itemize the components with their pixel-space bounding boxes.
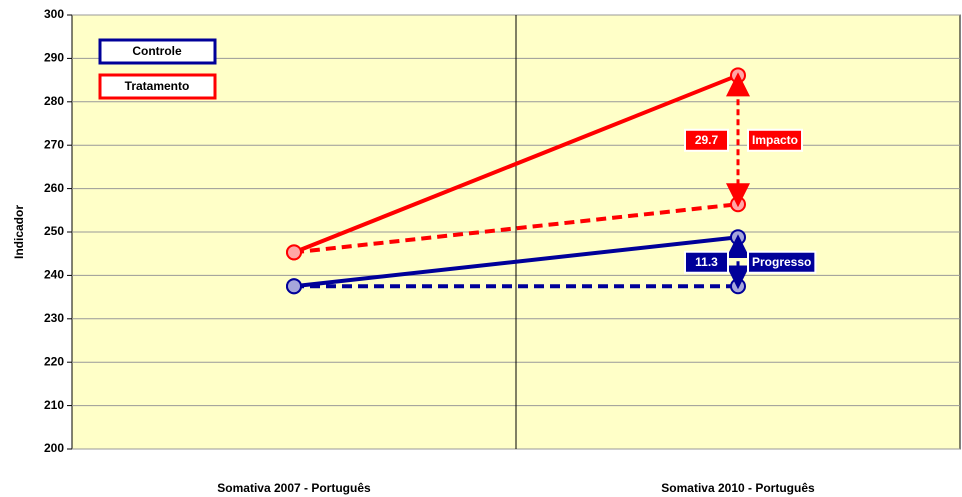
y-tick-label: 210 xyxy=(44,398,64,412)
marker xyxy=(730,229,746,246)
y-tick-label: 280 xyxy=(44,94,64,108)
x-tick-label: Somativa 2007 - Português xyxy=(217,481,371,495)
annotation-value: 29.7 xyxy=(695,133,719,147)
dashed-line xyxy=(293,202,739,255)
marker xyxy=(286,244,302,261)
marker-bg xyxy=(287,279,301,294)
annotation-value-box xyxy=(684,128,729,152)
marker xyxy=(730,67,746,84)
y-tick-label: 250 xyxy=(44,224,64,238)
annotation-value: 11.3 xyxy=(695,255,718,269)
y-tick-label: 300 xyxy=(44,7,64,21)
marker xyxy=(286,278,302,295)
series-line xyxy=(293,235,739,289)
legend-label: Tratamento xyxy=(125,79,190,93)
marker-bg xyxy=(287,245,301,260)
annotation-value-box xyxy=(684,250,729,274)
x-tick-label: Somativa 2010 - Português xyxy=(661,481,815,495)
y-tick-label: 230 xyxy=(44,311,64,325)
y-tick-label: 200 xyxy=(44,441,64,455)
series-line xyxy=(293,73,739,255)
y-tick-label: 260 xyxy=(44,181,64,195)
legend-box xyxy=(98,73,217,100)
marker xyxy=(730,278,746,295)
y-tick-label: 270 xyxy=(44,137,64,151)
y-axis-label: Indicador xyxy=(12,205,26,259)
y-tick-label: 290 xyxy=(44,51,64,65)
annotation-label: Progresso xyxy=(752,255,811,269)
legend-label: Controle xyxy=(132,44,182,58)
annotation-label-box xyxy=(747,250,817,274)
annotation-label: Impacto xyxy=(752,133,798,147)
annotation-label-box xyxy=(747,128,804,152)
marker xyxy=(730,196,746,213)
y-tick-label: 240 xyxy=(44,268,64,282)
y-tick-label: 220 xyxy=(44,354,64,368)
legend-box xyxy=(98,38,217,65)
